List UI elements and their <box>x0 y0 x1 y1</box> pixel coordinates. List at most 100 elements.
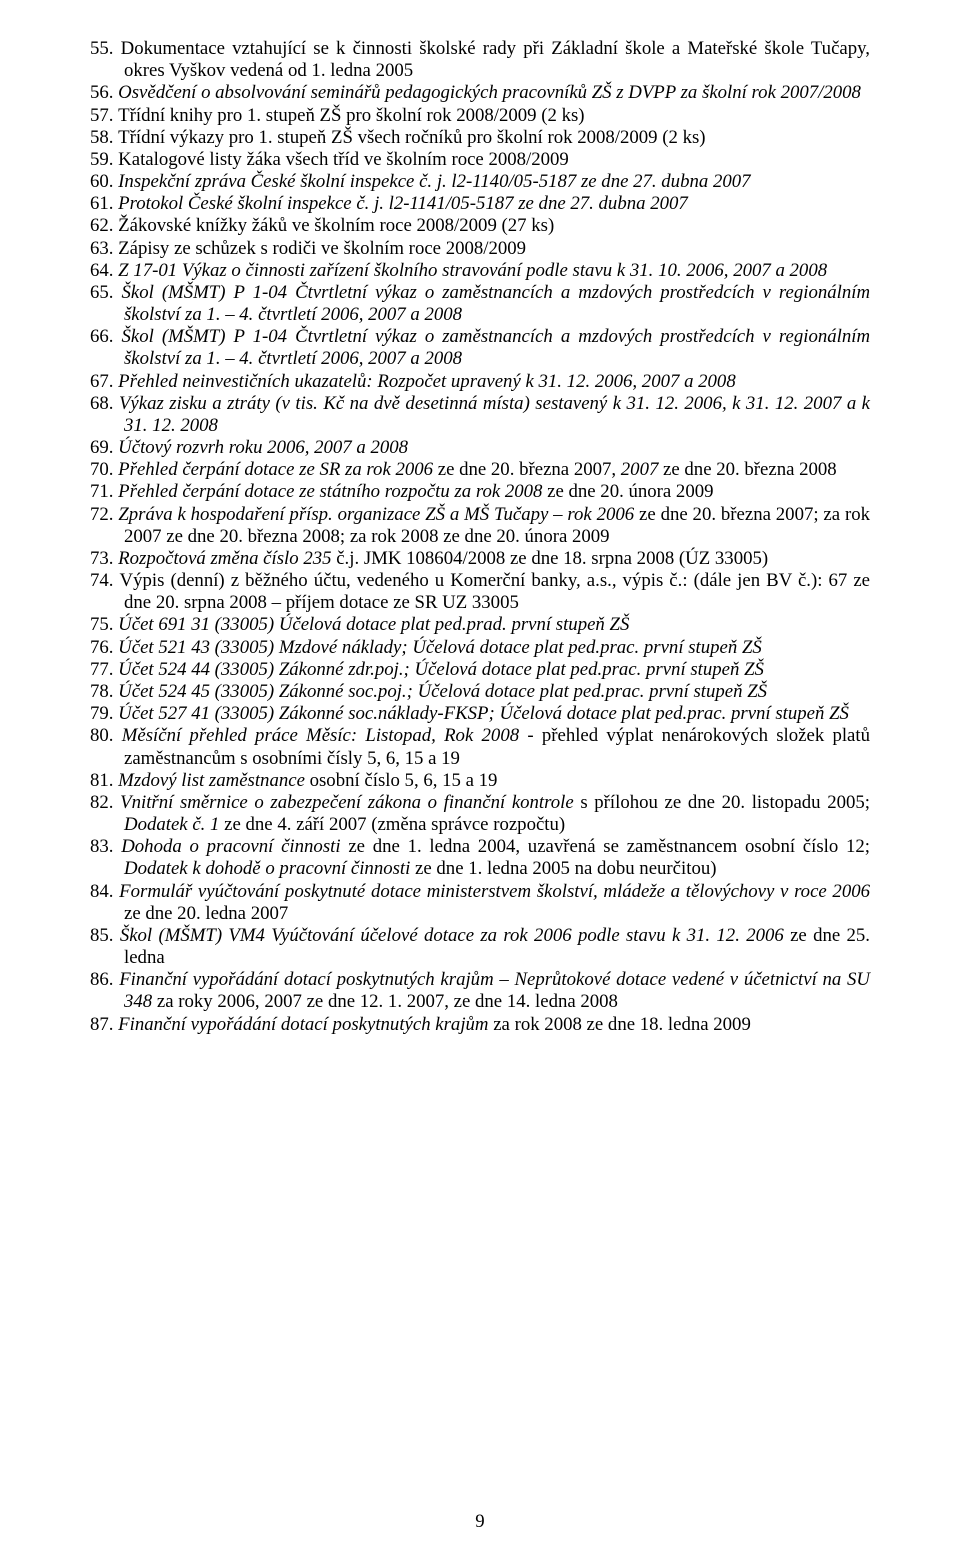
list-item: 62. Žákovské knížky žáků ve školním roce… <box>90 215 870 237</box>
list-item: 81. Mzdový list zaměstnance osobní číslo… <box>90 770 870 792</box>
list-item: 76. Účet 521 43 (33005) Mzdové náklady; … <box>90 637 870 659</box>
list-item-number: 78. <box>90 681 118 702</box>
document-page: 55. Dokumentace vztahující se k činnosti… <box>0 0 960 1563</box>
list-item: 68. Výkaz zisku a ztráty (v tis. Kč na d… <box>90 393 870 437</box>
list-item: 55. Dokumentace vztahující se k činnosti… <box>90 38 870 82</box>
list-item: 87. Finanční vypořádání dotací poskytnut… <box>90 1014 870 1036</box>
list-item-number: 85. <box>90 925 120 946</box>
list-item: 59. Katalogové listy žáka všech tříd ve … <box>90 149 870 171</box>
list-item-text: ze dne 20. února 2009 <box>547 481 713 502</box>
list-item-text: Výkaz zisku a ztráty (v tis. Kč na dvě d… <box>119 393 870 436</box>
list-item: 63. Zápisy ze schůzek s rodiči ve školní… <box>90 238 870 260</box>
numbered-list: 55. Dokumentace vztahující se k činnosti… <box>90 38 870 1036</box>
list-item-number: 56. <box>90 82 118 103</box>
list-item-text: Přehled čerpání dotace ze SR za rok 2006 <box>118 459 438 480</box>
list-item: 66. Škol (MŠMT) P 1-04 Čtvrtletní výkaz … <box>90 326 870 370</box>
list-item-number: 73. <box>90 548 118 569</box>
list-item: 77. Účet 524 44 (33005) Zákonné zdr.poj.… <box>90 659 870 681</box>
list-item-text: Mzdový list zaměstnance <box>118 770 309 791</box>
list-item: 64. Z 17-01 Výkaz o činnosti zařízení šk… <box>90 260 870 282</box>
list-item: 79. Účet 527 41 (33005) Zákonné soc.nákl… <box>90 703 870 725</box>
list-item-text: ze dne 20. března 2007, <box>438 459 621 480</box>
list-item: 65. Škol (MŠMT) P 1-04 Čtvrtletní výkaz … <box>90 282 870 326</box>
list-item-number: 59. <box>90 149 118 170</box>
list-item-number: 84. <box>90 881 119 902</box>
list-item-number: 76. <box>90 637 118 658</box>
list-item-text: Zápisy ze schůzek s rodiči ve školním ro… <box>118 238 526 259</box>
list-item-text: Protokol České školní inspekce č. j. l2-… <box>118 193 688 214</box>
list-item: 73. Rozpočtová změna číslo 235 č.j. JMK … <box>90 548 870 570</box>
list-item-text: ze dne 1. ledna 2005 na dobu neurčitou) <box>415 858 716 879</box>
list-item-number: 74. <box>90 570 120 591</box>
list-item-number: 58. <box>90 127 118 148</box>
list-item-number: 60. <box>90 171 118 192</box>
list-item: 57. Třídní knihy pro 1. stupeň ZŠ pro šk… <box>90 105 870 127</box>
list-item-text: Dokumentace vztahující se k činnosti ško… <box>121 38 870 81</box>
list-item-text: Dohoda o pracovní činnosti <box>121 836 348 857</box>
list-item-text: za rok 2008 ze dne 18. ledna 2009 <box>493 1014 751 1035</box>
list-item-text: s přílohou ze dne 20. listopadu 2005; <box>580 792 870 813</box>
list-item-number: 72. <box>90 504 118 525</box>
list-item-text: Výpis (denní) z běžného účtu, vedeného u… <box>120 570 870 613</box>
list-item-number: 80. <box>90 725 122 746</box>
list-item-text: Škol (MŠMT) P 1-04 Čtvrtletní výkaz o za… <box>122 282 871 325</box>
list-item: 78. Účet 524 45 (33005) Zákonné soc.poj.… <box>90 681 870 703</box>
list-item-number: 55. <box>90 38 121 59</box>
list-item: 84. Formulář vyúčtování poskytnuté dotac… <box>90 881 870 925</box>
list-item-number: 83. <box>90 836 121 857</box>
list-item-number: 66. <box>90 326 122 347</box>
list-item-number: 65. <box>90 282 122 303</box>
list-item-text: Žákovské knížky žáků ve školním roce 200… <box>118 215 554 236</box>
list-item-number: 87. <box>90 1014 118 1035</box>
list-item-number: 70. <box>90 459 118 480</box>
list-item-number: 61. <box>90 193 118 214</box>
list-item-text: Katalogové listy žáka všech tříd ve škol… <box>118 149 569 170</box>
list-item: 86. Finanční vypořádání dotací poskytnut… <box>90 969 870 1013</box>
list-item: 72. Zpráva k hospodaření přísp. organiza… <box>90 504 870 548</box>
list-item-text: Inspekční zpráva České školní inspekce č… <box>118 171 750 192</box>
list-item: 61. Protokol České školní inspekce č. j.… <box>90 193 870 215</box>
list-item: 56. Osvědčení o absolvování seminářů ped… <box>90 82 870 104</box>
list-item-text: Přehled čerpání dotace ze státního rozpo… <box>118 481 547 502</box>
list-item-number: 67. <box>90 371 118 392</box>
list-item-text: Dodatek k dohodě o pracovní činnosti <box>124 858 415 879</box>
list-item-text: Škol (MŠMT) P 1-04 Čtvrtletní výkaz o za… <box>122 326 871 369</box>
list-item-number: 62. <box>90 215 118 236</box>
list-item-text: Dodatek č. 1 <box>124 814 224 835</box>
list-item-number: 77. <box>90 659 118 680</box>
list-item-number: 81. <box>90 770 118 791</box>
list-item: 70. Přehled čerpání dotace ze SR za rok … <box>90 459 870 481</box>
list-item-text: Třídní výkazy pro 1. stupeň ZŠ všech roč… <box>118 127 705 148</box>
list-item-text: Účet 521 43 (33005) Mzdové náklady; Účel… <box>118 637 762 658</box>
list-item-number: 86. <box>90 969 119 990</box>
list-item-text: Finanční vypořádání dotací poskytnutých … <box>118 1014 493 1035</box>
list-item-number: 63. <box>90 238 118 259</box>
list-item-text: Formulář vyúčtování poskytnuté dotace mi… <box>119 881 870 902</box>
list-item-number: 64. <box>90 260 118 281</box>
list-item-number: 79. <box>90 703 118 724</box>
page-number: 9 <box>0 1511 960 1533</box>
list-item-text: Měsíční přehled práce Měsíc: Listopad, R… <box>122 725 528 746</box>
list-item-text: Účet 524 45 (33005) Zákonné soc.poj.; Úč… <box>118 681 767 702</box>
list-item-text: Rozpočtová změna číslo 235 <box>118 548 336 569</box>
list-item-text: 2007 <box>621 459 663 480</box>
list-item-text: Účet 524 44 (33005) Zákonné zdr.poj.; Úč… <box>118 659 764 680</box>
list-item-number: 71. <box>90 481 118 502</box>
list-item: 83. Dohoda o pracovní činnosti ze dne 1.… <box>90 836 870 880</box>
list-item-number: 57. <box>90 105 118 126</box>
list-item-text: ze dne 1. ledna 2004, uzavřená se zaměst… <box>348 836 870 857</box>
list-item: 58. Třídní výkazy pro 1. stupeň ZŠ všech… <box>90 127 870 149</box>
list-item: 75. Účet 691 31 (33005) Účelová dotace p… <box>90 614 870 636</box>
list-item-text: osobní číslo 5, 6, 15 a 19 <box>310 770 498 791</box>
list-item-number: 69. <box>90 437 118 458</box>
list-item: 80. Měsíční přehled práce Měsíc: Listopa… <box>90 725 870 769</box>
list-item-text: za roky 2006, 2007 ze dne 12. 1. 2007, z… <box>157 991 618 1012</box>
list-item-text: Škol (MŠMT) VM4 Vyúčtování účelové dotac… <box>120 925 790 946</box>
list-item: 67. Přehled neinvestičních ukazatelů: Ro… <box>90 371 870 393</box>
list-item-text: Třídní knihy pro 1. stupeň ZŠ pro školní… <box>118 105 584 126</box>
list-item-number: 82. <box>90 792 120 813</box>
list-item-text: Přehled neinvestičních ukazatelů: Rozpoč… <box>118 371 736 392</box>
list-item-text: Účet 691 31 (33005) Účelová dotace plat … <box>118 614 629 635</box>
list-item-text: Účet 527 41 (33005) Zákonné soc.náklady-… <box>118 703 849 724</box>
list-item-number: 68. <box>90 393 119 414</box>
